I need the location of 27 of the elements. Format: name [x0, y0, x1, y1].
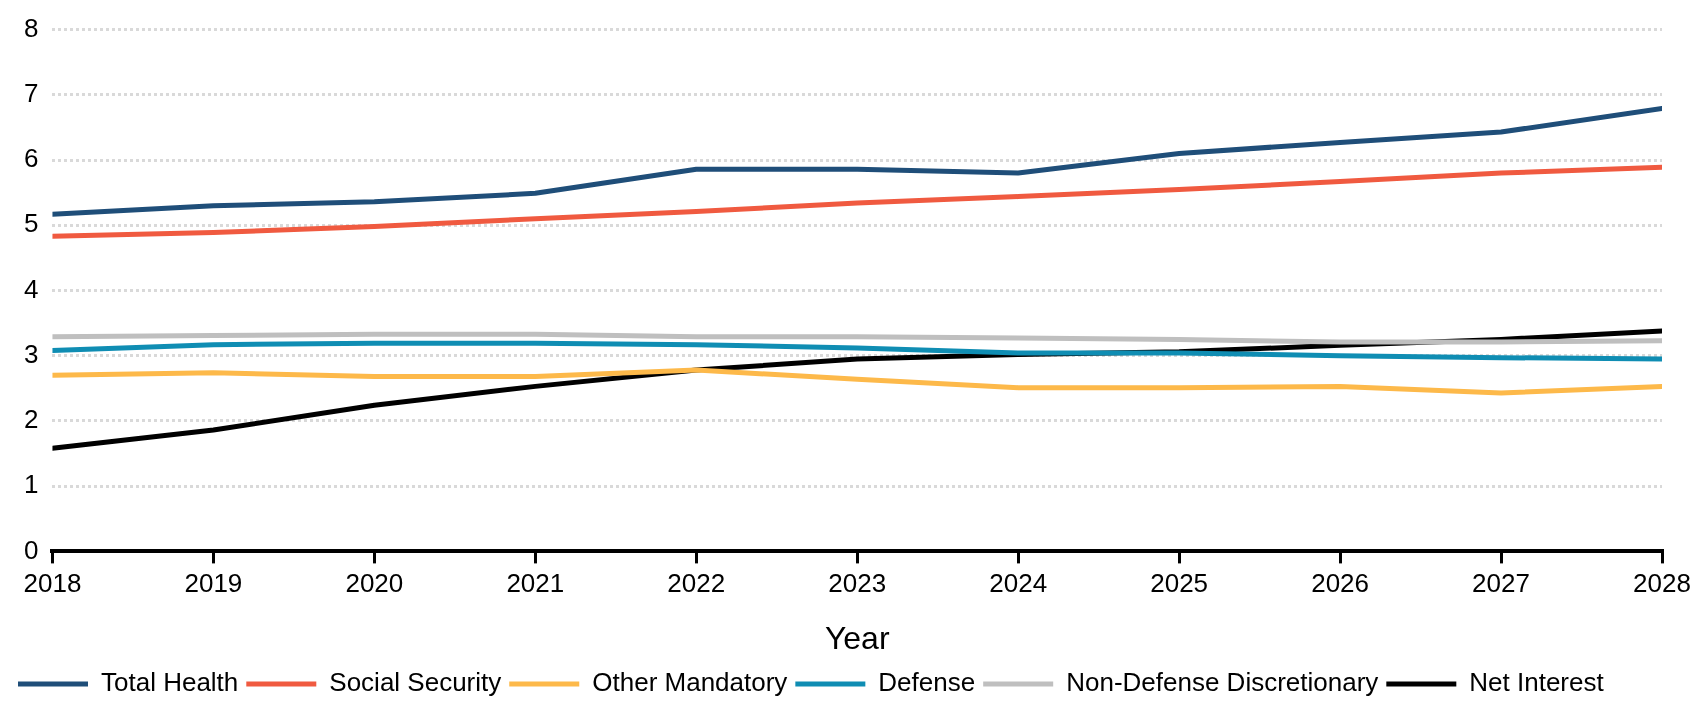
legend-label: Defense: [878, 667, 976, 698]
x-tick-label: 2027: [1472, 568, 1530, 599]
y-tick-label: 1: [23, 469, 39, 500]
x-tick-label: 2018: [23, 568, 82, 599]
legend-label: Other Mandatory: [592, 667, 788, 698]
x-tick-label: 2025: [1150, 568, 1209, 599]
x-tick-label: 2026: [1311, 568, 1370, 599]
y-tick-label: 6: [23, 143, 39, 174]
x-tick-label: 2023: [828, 568, 887, 599]
y-tick-label: 8: [23, 12, 39, 43]
legend-label: Non-Defense Discretionary: [1066, 667, 1379, 698]
y-tick-label: 7: [23, 78, 39, 108]
y-tick-label: 5: [23, 208, 39, 239]
x-tick-label: 2020: [345, 568, 404, 599]
legend-label: Social Security: [329, 667, 502, 698]
y-tick-label: 3: [23, 338, 39, 369]
x-axis-title: Year: [824, 619, 890, 656]
x-tick-label: 2024: [989, 568, 1048, 599]
y-tick-label: 0: [23, 534, 39, 565]
legend-label: Total Health: [101, 667, 239, 698]
x-tick-label: 2019: [184, 568, 243, 599]
legend-label: Net Interest: [1469, 667, 1605, 698]
y-tick-label: 2: [23, 404, 39, 435]
x-tick-label: 2021: [506, 568, 565, 599]
x-tick-label: 2022: [667, 568, 726, 599]
y-tick-label: 4: [23, 273, 39, 304]
x-tick-label: 2028: [1633, 568, 1691, 599]
